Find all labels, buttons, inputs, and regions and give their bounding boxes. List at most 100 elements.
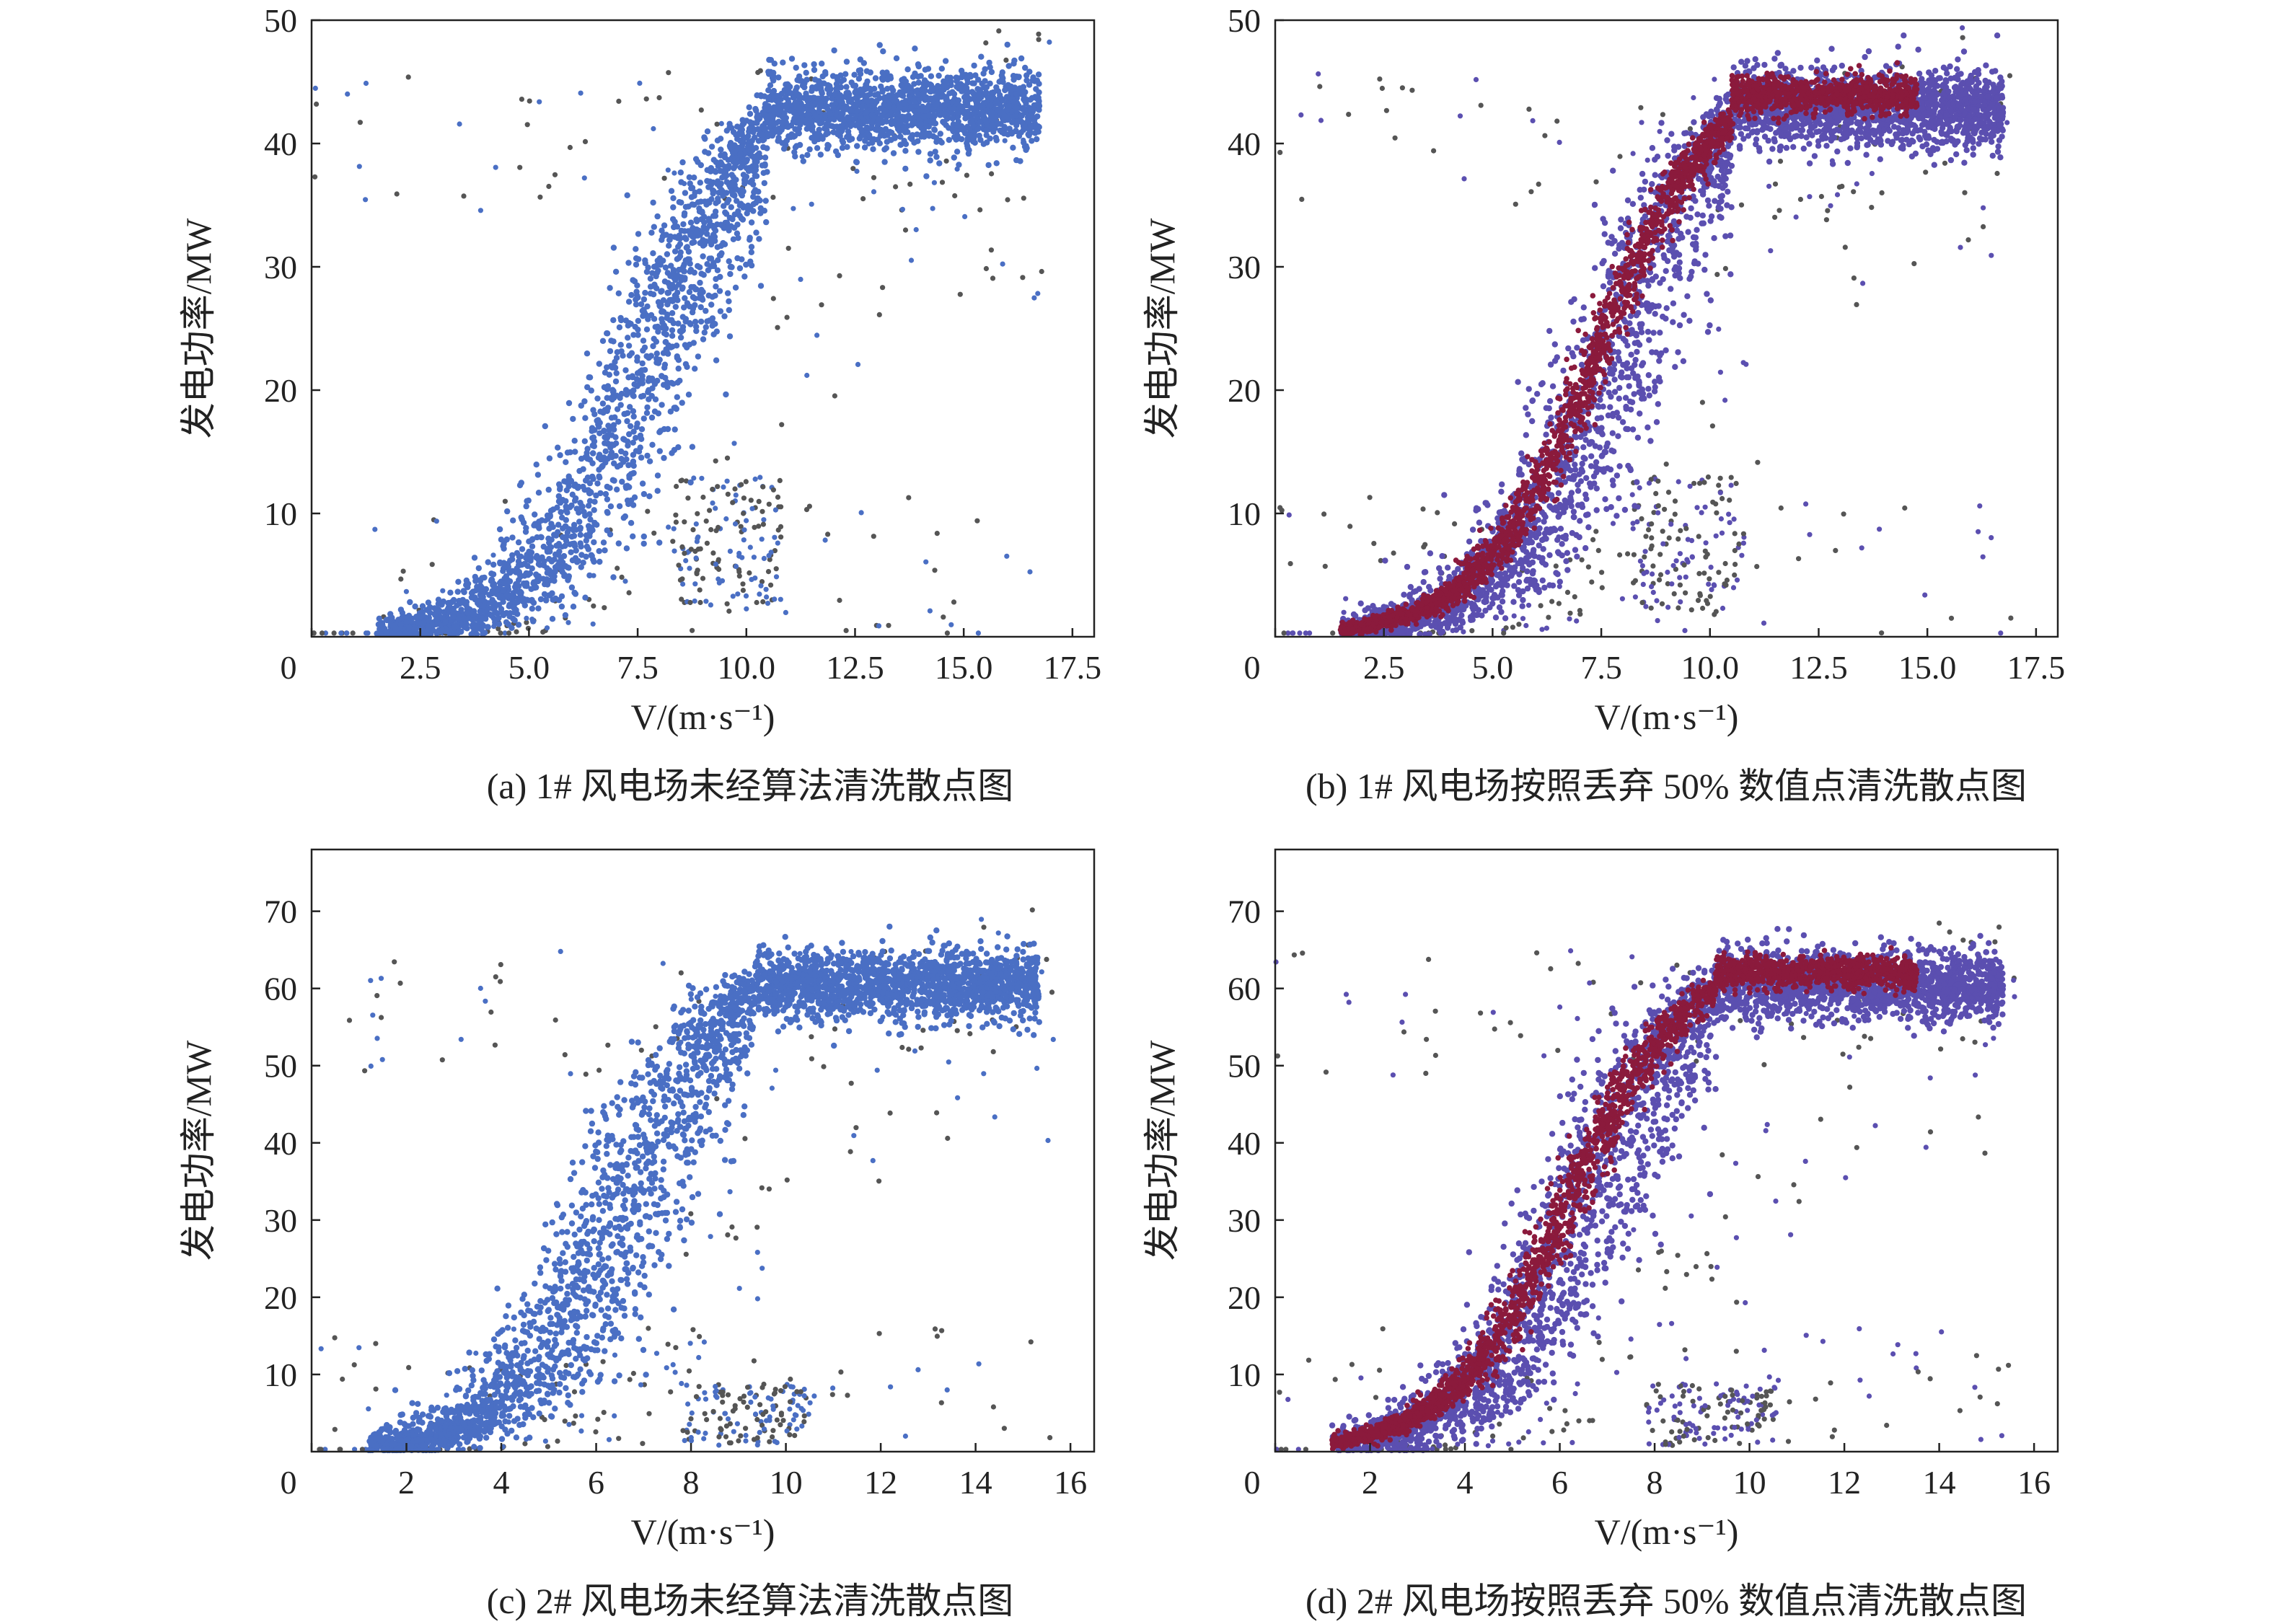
band-point: [970, 90, 976, 96]
band-point: [919, 131, 925, 137]
band-point: [849, 122, 855, 128]
band-point: [994, 137, 1000, 143]
outlier-point: [1510, 625, 1515, 630]
band-point: [516, 562, 521, 568]
band-point: [734, 255, 740, 261]
band-point: [573, 495, 578, 501]
outlier-point: [1469, 628, 1474, 633]
band-point: [630, 277, 635, 283]
outlier-point: [713, 459, 718, 464]
band-point: [608, 503, 614, 509]
outlier-point: [1639, 120, 1644, 125]
band-point: [971, 63, 977, 69]
outlier-point: [1854, 302, 1859, 307]
curtailment-point: [749, 498, 754, 503]
band-point: [691, 340, 697, 345]
outlier-point: [1880, 190, 1885, 195]
band-point: [706, 317, 712, 323]
band-point: [710, 188, 716, 194]
outlier-point: [859, 510, 864, 515]
curtailment-point: [1657, 552, 1663, 557]
band-point: [873, 75, 879, 81]
curtailment-point: [1734, 481, 1739, 486]
outlier-point: [1371, 541, 1376, 546]
band-point: [594, 395, 600, 401]
band-point: [1011, 58, 1017, 63]
band-point: [672, 426, 678, 432]
curtailment-point: [700, 495, 705, 500]
outlier-point: [1676, 479, 1681, 484]
band-point: [843, 90, 849, 96]
curtailment-point: [778, 534, 783, 539]
curtailment-point: [1650, 571, 1655, 576]
band-point: [744, 159, 749, 164]
outlier-point: [871, 534, 876, 539]
band-point: [624, 545, 630, 551]
band-point: [771, 107, 777, 113]
band-point: [854, 122, 860, 128]
band-point: [727, 333, 733, 339]
outlier-point: [493, 165, 498, 170]
band-point: [572, 543, 578, 549]
band-point: [661, 222, 667, 228]
band-point: [773, 126, 779, 132]
band-point: [975, 91, 981, 97]
band-point: [785, 81, 791, 87]
band-point: [1019, 120, 1025, 125]
band-point: [869, 112, 875, 118]
band-point: [949, 89, 955, 95]
band-point: [603, 449, 609, 454]
band-point: [631, 413, 637, 419]
outlier-point: [1923, 169, 1928, 175]
outlier-point: [903, 227, 908, 232]
band-point: [628, 423, 633, 429]
band-point: [674, 256, 680, 262]
curtailment-point: [1706, 582, 1711, 587]
outlier-point: [1512, 614, 1517, 619]
band-point: [650, 250, 656, 256]
band-point: [607, 372, 612, 378]
band-point: [563, 612, 568, 618]
outlier-point: [699, 107, 704, 112]
band-point: [628, 520, 634, 526]
y-tick-label: 30: [264, 249, 297, 286]
outlier-point: [1645, 158, 1650, 163]
band-point: [671, 224, 677, 230]
band-point: [439, 627, 445, 633]
band-point: [577, 500, 583, 506]
band-point: [539, 517, 545, 523]
band-point: [479, 615, 485, 621]
band-point: [634, 283, 640, 288]
band-point: [565, 565, 571, 570]
band-point: [1020, 87, 1026, 93]
band-point: [657, 448, 663, 454]
band-point: [455, 588, 461, 594]
band-point: [591, 443, 597, 449]
band-point: [697, 265, 703, 270]
outlier-point: [767, 502, 772, 507]
band-point: [711, 157, 717, 163]
band-point: [682, 295, 687, 301]
curtailment-point: [1660, 542, 1665, 547]
y-tick-label: 40: [264, 125, 297, 162]
band-point: [825, 87, 831, 92]
curtailment-point: [760, 599, 765, 604]
outlier-point: [1676, 605, 1681, 610]
band-point: [885, 131, 891, 137]
curtailment-point: [1741, 531, 1746, 537]
band-point: [1009, 131, 1015, 136]
band-point: [712, 293, 718, 299]
band-point: [516, 554, 522, 560]
band-point: [781, 118, 787, 123]
outlier-point: [1824, 217, 1829, 222]
band-point: [811, 61, 816, 67]
band-point: [975, 76, 981, 82]
curtailment-point: [674, 484, 679, 489]
outlier-point: [565, 620, 571, 625]
curtailment-point: [1647, 480, 1652, 485]
band-point: [1502, 615, 1508, 621]
band-point: [543, 596, 549, 602]
curtailment-point: [692, 599, 697, 604]
band-point: [726, 307, 732, 313]
curtailment-point: [740, 581, 745, 586]
